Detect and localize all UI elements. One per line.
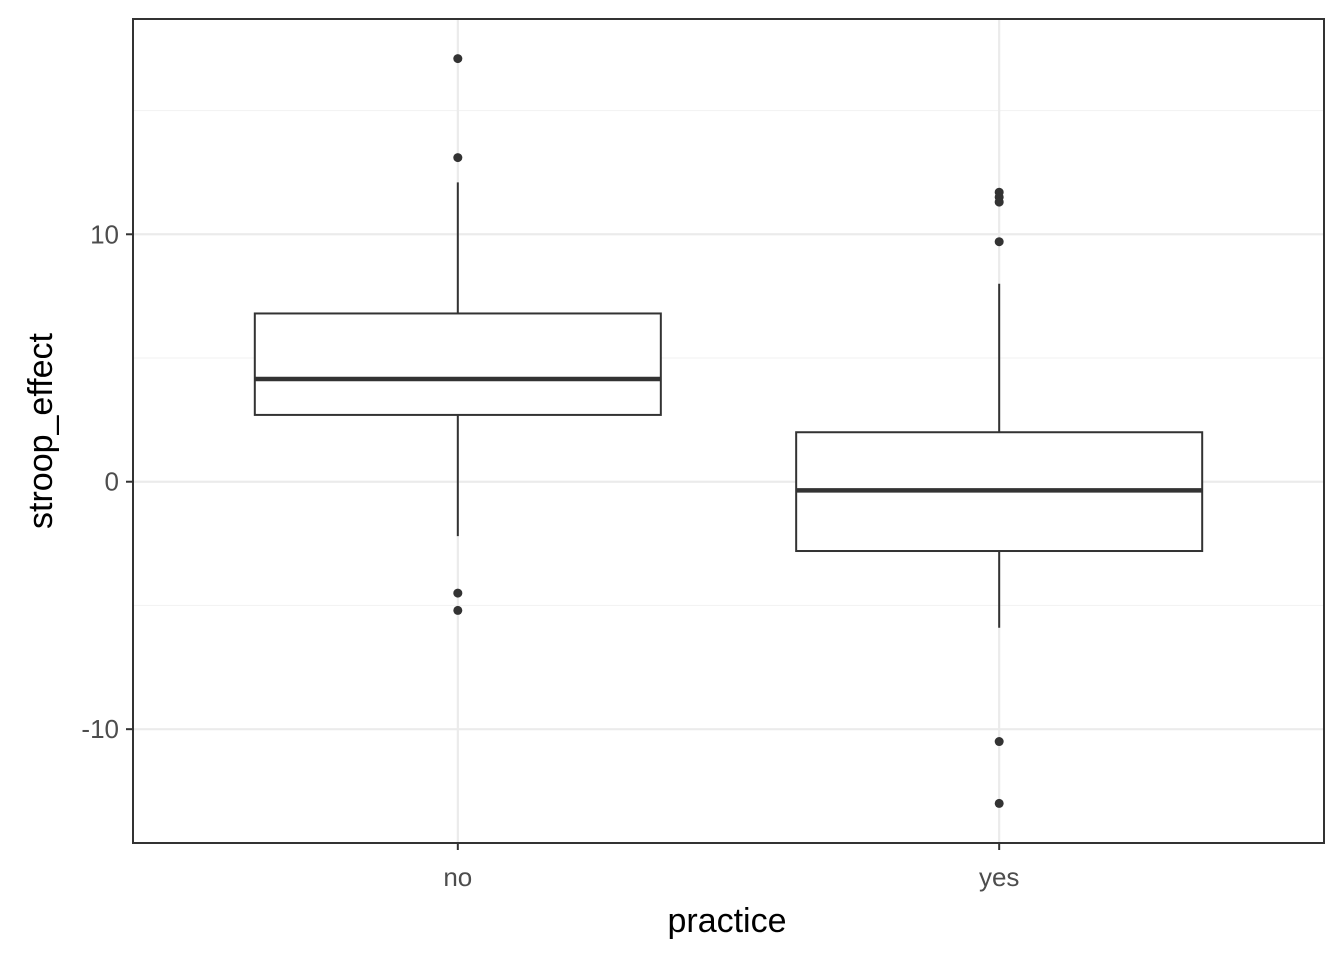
x-axis-title: practice <box>667 902 786 940</box>
y-axis-title: stroop_effect <box>22 332 60 529</box>
outlier-point <box>453 605 463 615</box>
panel-border <box>132 18 1325 844</box>
outlier-point <box>453 588 463 598</box>
axis-layer: -10 0 10 no yes <box>81 18 1325 892</box>
outlier-point <box>453 153 463 163</box>
iqr-box <box>253 312 662 416</box>
x-tick-label: no <box>443 862 472 892</box>
box-layer <box>253 54 1204 808</box>
y-tick-label: -10 <box>81 714 119 744</box>
outlier-point <box>453 54 463 64</box>
y-tick-label: 0 <box>105 467 119 497</box>
outlier-point <box>994 237 1004 247</box>
y-tick-label: 10 <box>90 219 119 249</box>
outlier-point <box>994 798 1004 808</box>
outlier-point <box>994 197 1004 207</box>
outlier-point <box>994 737 1004 747</box>
grid-layer <box>133 19 1324 843</box>
x-tick-label: yes <box>979 862 1019 892</box>
